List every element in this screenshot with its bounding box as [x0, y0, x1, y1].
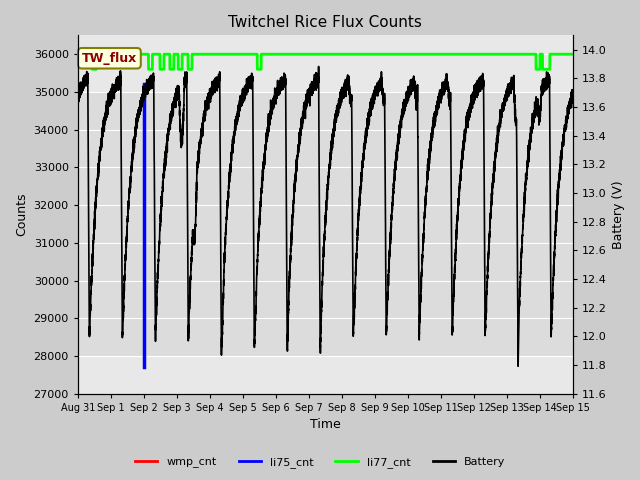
- Battery: [315, 64, 323, 70]
- Bar: [78, 92, 573, 356]
- Line: li77_cnt: li77_cnt: [78, 54, 573, 69]
- Y-axis label: Counts: Counts: [15, 193, 28, 236]
- Legend: wmp_cnt, li75_cnt, li77_cnt, Battery: wmp_cnt, li75_cnt, li77_cnt, Battery: [131, 452, 509, 472]
- li75_cnt: [141, 82, 148, 87]
- Battery: [569, 92, 577, 98]
- X-axis label: Time: Time: [310, 419, 340, 432]
- li77_cnt: [467, 51, 475, 57]
- li77_cnt: [441, 51, 449, 57]
- Line: Battery: Battery: [78, 67, 573, 366]
- Battery: [253, 264, 260, 269]
- Battery: [441, 83, 449, 88]
- Battery: [515, 363, 522, 369]
- Battery: [388, 209, 396, 215]
- li77_cnt: [74, 51, 82, 57]
- li77_cnt: [253, 51, 261, 57]
- Text: TW_flux: TW_flux: [82, 52, 137, 65]
- Battery: [467, 97, 475, 103]
- Battery: [74, 86, 82, 92]
- li77_cnt: [367, 51, 374, 57]
- wmp_cnt: [90, 51, 97, 57]
- Battery: [99, 125, 106, 131]
- Battery: [367, 112, 374, 118]
- Title: Twitchel Rice Flux Counts: Twitchel Rice Flux Counts: [228, 15, 422, 30]
- li77_cnt: [569, 51, 577, 57]
- Y-axis label: Battery (V): Battery (V): [612, 180, 625, 249]
- li75_cnt: [141, 364, 148, 370]
- li77_cnt: [99, 51, 107, 57]
- li77_cnt: [388, 51, 396, 57]
- wmp_cnt: [90, 63, 97, 69]
- li77_cnt: [88, 66, 96, 72]
